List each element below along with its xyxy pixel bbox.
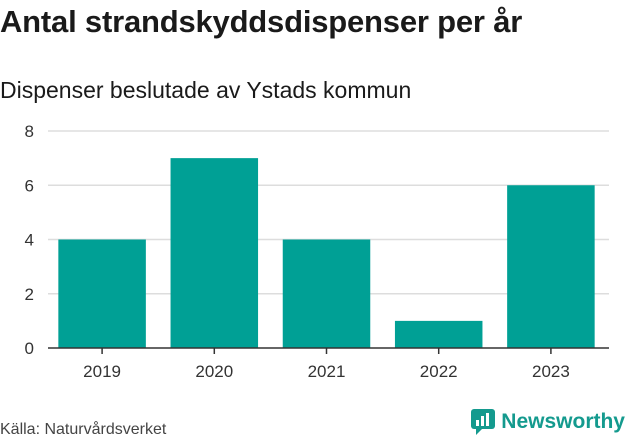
bars [58, 158, 595, 348]
y-tick-label: 0 [25, 339, 34, 358]
x-tick-label: 2020 [195, 362, 233, 381]
y-tick-label: 4 [25, 231, 34, 250]
y-tick-label: 6 [25, 176, 34, 195]
bar-2023 [507, 185, 595, 348]
x-tick-label: 2023 [532, 362, 570, 381]
y-axis-ticks: 0 2 4 6 8 [25, 122, 34, 358]
chart-title: Antal strandskyddsdispenser per år [0, 4, 523, 39]
y-tick-label: 2 [25, 285, 34, 304]
x-tick-label: 2019 [83, 362, 121, 381]
bar-2020 [170, 158, 259, 348]
x-axis-ticks: 2019 2020 2021 2022 2023 [83, 348, 570, 381]
bar-2021 [282, 239, 371, 348]
bar-2019 [58, 239, 146, 348]
chart-subtitle: Dispenser beslutade av Ystads kommun [0, 77, 412, 103]
source-note: Källa: Naturvårdsverket [0, 421, 167, 438]
brand-logo: Newsworthy [470, 408, 625, 436]
bar-2022 [394, 320, 483, 348]
x-tick-label: 2022 [420, 362, 458, 381]
brand-name: Newsworthy [501, 410, 625, 433]
y-tick-label: 8 [25, 122, 34, 141]
x-tick-label: 2021 [308, 362, 346, 381]
newsworthy-logo-icon [471, 409, 496, 435]
